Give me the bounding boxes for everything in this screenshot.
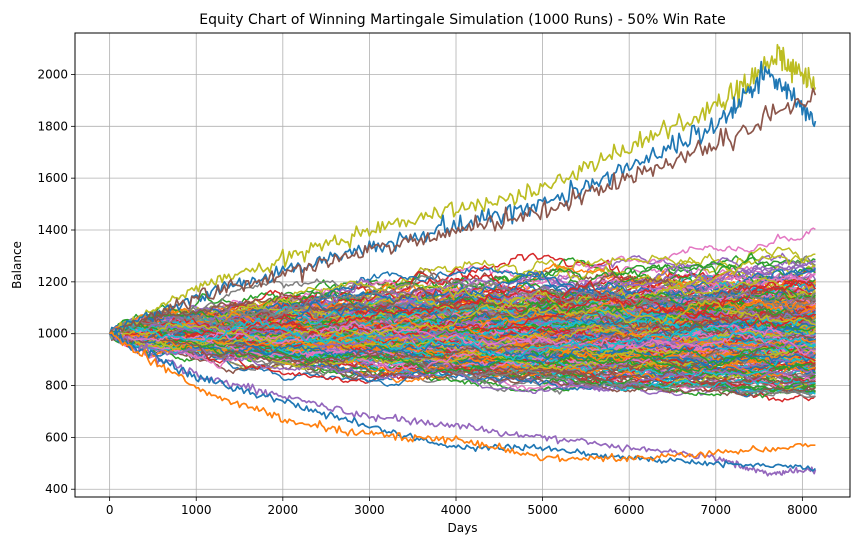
y-tick-label: 800 (45, 379, 68, 393)
simulation-run-line (109, 246, 816, 338)
simulation-run-line (109, 322, 816, 398)
x-tick-label: 6000 (614, 503, 645, 517)
x-tick-label: 0 (106, 503, 114, 517)
simulation-run-line (109, 317, 816, 361)
x-tick-label: 1000 (181, 503, 212, 517)
run-low-3-line (109, 331, 816, 463)
simulation-run-line (109, 330, 817, 368)
y-tick-label: 1400 (37, 223, 68, 237)
simulation-run-line (109, 333, 816, 395)
x-tick-label: 5000 (527, 503, 558, 517)
y-tick-label: 2000 (37, 67, 68, 81)
simulation-run-line (109, 321, 816, 356)
simulation-run-line (109, 287, 816, 335)
run-low-2-line (109, 328, 816, 472)
x-tick-label: 7000 (701, 503, 732, 517)
run-lowest-line (108, 333, 817, 477)
run-highest-line (108, 43, 817, 338)
simulation-run-line (109, 331, 816, 371)
simulation-run-line (109, 273, 816, 336)
simulation-run-line (109, 323, 816, 355)
x-axis-label: Days (448, 521, 478, 535)
y-axis-label: Balance (10, 241, 24, 289)
run-high-2-line (108, 60, 817, 338)
y-tick-label: 400 (45, 482, 68, 496)
y-tick-label: 1800 (37, 119, 68, 133)
axis-ticks: 0 1000 2000 3000 4000 5000 6000 7000 8000 400 600 8… (37, 67, 817, 517)
x-tick-label: 4000 (441, 503, 472, 517)
y-tick-label: 1000 (37, 327, 68, 341)
x-tick-label: 2000 (268, 503, 299, 517)
simulation-run-line (109, 331, 816, 370)
simulation-run-line (109, 325, 816, 368)
y-tick-label: 1600 (37, 171, 68, 185)
plot-frame (74, 32, 851, 498)
x-tick-label: 3000 (354, 503, 385, 517)
run-high-3-line (108, 87, 817, 341)
chart-title: Equity Chart of Winning Martingale Simul… (199, 12, 725, 28)
simulation-run-line (109, 324, 816, 353)
simulation-lines (108, 43, 817, 477)
y-tick-label: 1200 (37, 275, 68, 289)
y-tick-label: 600 (45, 430, 68, 444)
x-tick-label: 8000 (787, 503, 818, 517)
simulation-run-line (108, 299, 816, 345)
